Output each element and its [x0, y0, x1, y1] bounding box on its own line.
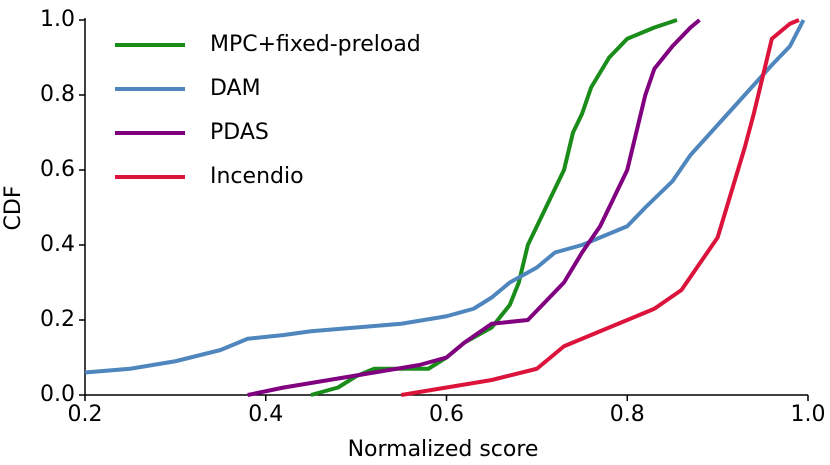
series-line	[400, 18, 800, 397]
x-tick-label: 0.2	[68, 402, 103, 427]
series-line	[310, 18, 678, 397]
y-tick-label: 1.0	[40, 7, 75, 32]
legend-label: MPC+fixed-preload	[210, 32, 421, 57]
legend-label: PDAS	[210, 120, 269, 145]
series-line	[247, 18, 701, 397]
y-tick-label: 0.2	[40, 307, 75, 332]
y-tick-label: 0.6	[40, 157, 75, 182]
series-line	[84, 19, 806, 375]
y-tick-label: 0.8	[40, 82, 75, 107]
x-tick-label: 1.0	[791, 402, 826, 427]
x-axis-label: Normalized score	[348, 437, 539, 462]
legend-label: DAM	[210, 76, 261, 101]
legend-label: Incendio	[210, 164, 304, 189]
y-tick-label: 0.0	[40, 382, 75, 407]
y-axis-label: CDF	[1, 186, 26, 231]
x-tick-label: 0.6	[429, 402, 464, 427]
y-tick-label: 0.4	[40, 232, 75, 257]
x-tick-label: 0.4	[248, 402, 283, 427]
x-tick-label: 0.8	[610, 402, 645, 427]
